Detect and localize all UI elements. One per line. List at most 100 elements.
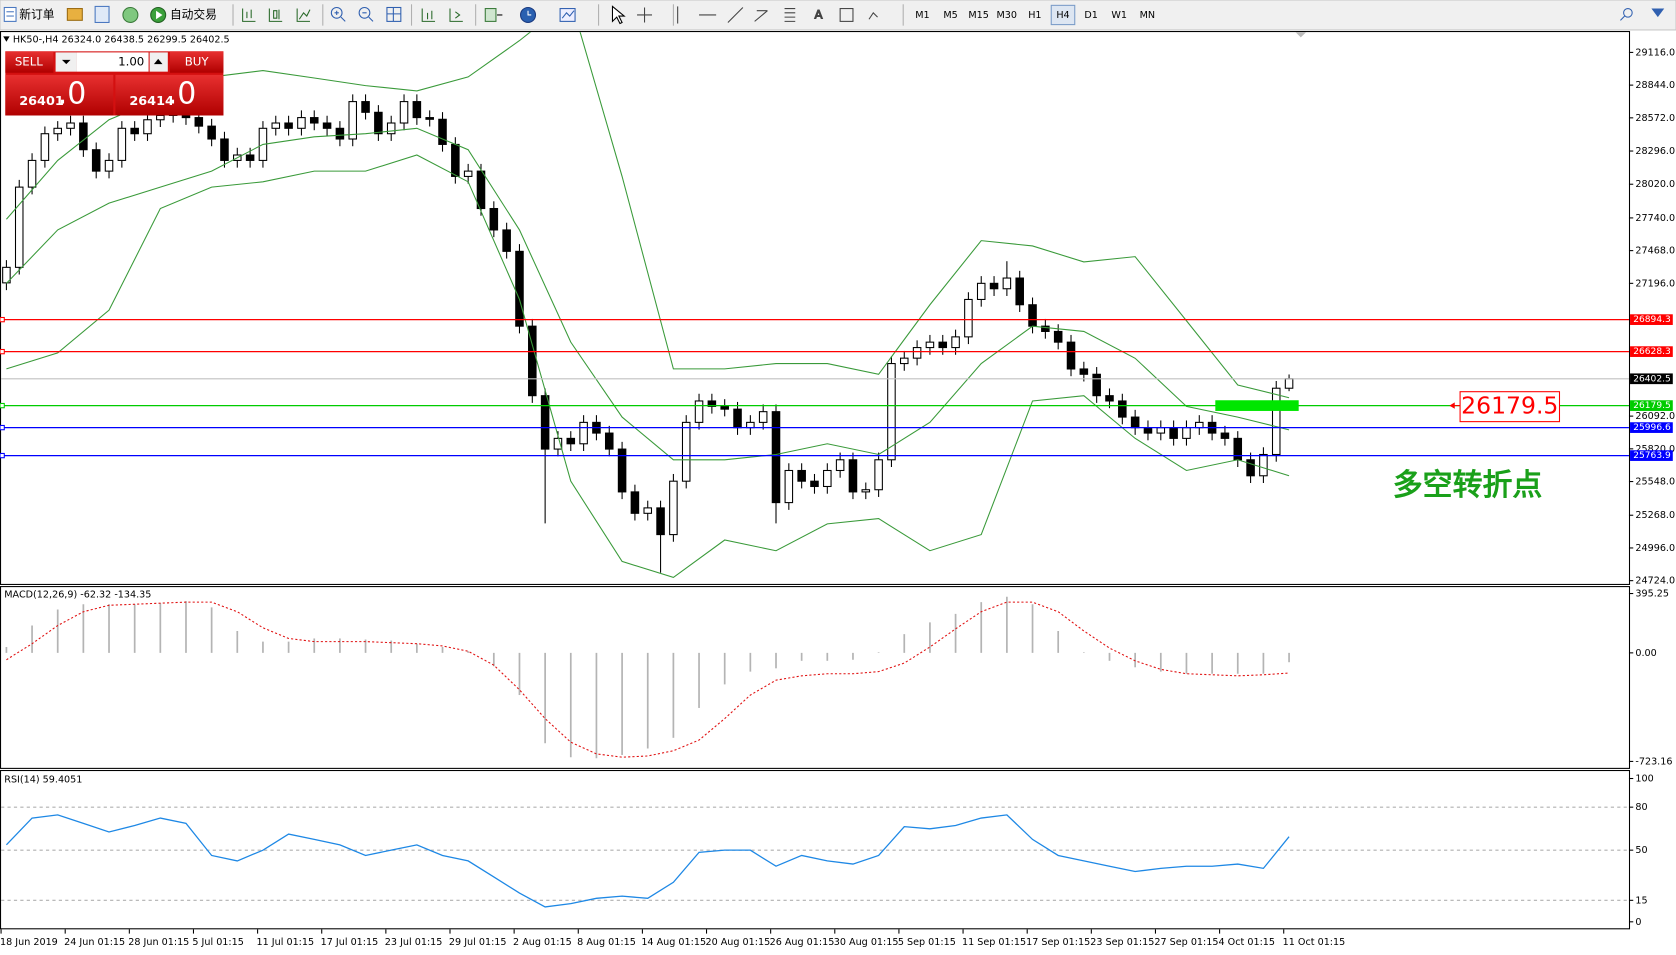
candle-body bbox=[40, 133, 50, 161]
candle-body bbox=[976, 282, 986, 300]
y-tick-label: -723.16 bbox=[1635, 756, 1672, 767]
band-lower bbox=[6, 154, 1290, 579]
timeframe-button[interactable]: M15 bbox=[968, 10, 989, 21]
lot-input[interactable] bbox=[76, 52, 149, 72]
candle-body bbox=[874, 459, 883, 491]
timeframe-button[interactable]: D1 bbox=[1084, 10, 1098, 21]
settings-icon[interactable] bbox=[1651, 8, 1665, 18]
candle-body bbox=[566, 437, 576, 445]
level-tag bbox=[1630, 400, 1673, 411]
scroll-icons[interactable] bbox=[421, 8, 463, 22]
lot-dropdown[interactable] bbox=[55, 52, 77, 72]
sell-button[interactable]: SELL bbox=[5, 51, 54, 73]
icon[interactable] bbox=[94, 5, 110, 23]
candle-body bbox=[117, 127, 127, 161]
zoom-icons[interactable] bbox=[330, 6, 402, 22]
search-icon[interactable] bbox=[1620, 8, 1633, 21]
macd-plot bbox=[5, 596, 1290, 759]
x-tick-label: 20 Aug 01:15 bbox=[705, 937, 770, 948]
candle-body bbox=[515, 250, 524, 327]
bid-box[interactable] bbox=[5, 74, 114, 116]
candle-body bbox=[297, 117, 306, 129]
header-close: 26402.5 bbox=[190, 35, 230, 46]
candle-body bbox=[540, 395, 550, 450]
x-tick-label: 27 Sep 01:15 bbox=[1154, 937, 1218, 948]
timeframe-button[interactable]: M1 bbox=[915, 10, 929, 21]
candle-body bbox=[66, 122, 75, 129]
candle-body bbox=[784, 469, 794, 504]
candle-body bbox=[91, 149, 101, 172]
rsi-name: RSI(14) bbox=[4, 775, 39, 786]
chart-type-icons[interactable] bbox=[242, 8, 311, 22]
level-handle bbox=[0, 402, 5, 409]
lot-spinner[interactable] bbox=[149, 52, 168, 72]
y-tick-label: 24996.0 bbox=[1635, 543, 1675, 554]
timeframe-button[interactable]: H1 bbox=[1028, 10, 1041, 21]
timeframe-button[interactable]: W1 bbox=[1111, 10, 1127, 21]
macd-signal bbox=[6, 601, 1290, 758]
candle-body bbox=[1092, 373, 1101, 397]
level-handle bbox=[0, 452, 5, 459]
candle-body bbox=[707, 400, 717, 407]
auto-trading-button[interactable]: 自动交易 bbox=[150, 6, 217, 23]
new-order-button[interactable]: 新订单 bbox=[3, 6, 55, 22]
candle-body bbox=[835, 459, 845, 472]
level-handle bbox=[0, 424, 5, 431]
candle-body bbox=[746, 421, 755, 429]
x-tick-label: 23 Jul 01:15 bbox=[385, 937, 443, 948]
candle-body bbox=[848, 459, 858, 493]
icon[interactable] bbox=[66, 8, 83, 21]
y-tick-label: 27468.0 bbox=[1635, 246, 1675, 257]
rsi-header: RSI(14) 59.4051 bbox=[4, 775, 82, 786]
candle-body bbox=[386, 122, 396, 135]
timeframe-button[interactable]: MN bbox=[1140, 10, 1155, 21]
y-tick-label: 28572.0 bbox=[1635, 113, 1675, 124]
candle-body bbox=[220, 138, 229, 161]
candle-body bbox=[1271, 387, 1281, 456]
icon[interactable] bbox=[122, 6, 139, 23]
candle-body bbox=[309, 117, 319, 124]
timeframe-button[interactable]: H4 bbox=[1056, 10, 1069, 21]
auto-trading-label: 自动交易 bbox=[170, 7, 217, 21]
candle-body bbox=[604, 432, 614, 450]
level-tag bbox=[1630, 422, 1673, 433]
buy-button[interactable]: BUY bbox=[169, 51, 224, 73]
highlight-bar bbox=[1215, 400, 1299, 411]
candle-body bbox=[53, 127, 62, 135]
candle-body bbox=[630, 491, 640, 514]
timeframe-button[interactable]: M5 bbox=[943, 10, 957, 21]
level-label: 26628.3 bbox=[1633, 347, 1671, 357]
candle-body bbox=[810, 480, 819, 488]
x-tick-label: 8 Aug 01:15 bbox=[577, 937, 636, 948]
rsi-value: 59.4051 bbox=[43, 775, 83, 786]
x-tick-label: 29 Jul 01:15 bbox=[449, 937, 507, 948]
callout-box bbox=[1459, 391, 1561, 423]
level-handle bbox=[0, 348, 5, 355]
candle-body bbox=[733, 408, 742, 429]
y-tick-label: 28020.0 bbox=[1635, 179, 1675, 190]
candle-body bbox=[758, 411, 768, 423]
x-tick-label: 17 Sep 01:15 bbox=[1026, 937, 1090, 948]
candle-body bbox=[912, 347, 922, 359]
ask-box[interactable] bbox=[115, 74, 224, 116]
candle-body bbox=[1015, 277, 1024, 306]
tool-icons[interactable]: A bbox=[484, 5, 878, 25]
current-price-label: 26402.5 bbox=[1633, 374, 1671, 384]
candle-body bbox=[399, 101, 409, 124]
sell-label: SELL bbox=[15, 55, 43, 69]
header-high: 26438.5 bbox=[104, 35, 144, 46]
candle-body bbox=[643, 507, 653, 514]
candle-body bbox=[656, 507, 665, 536]
candle-body bbox=[284, 122, 293, 129]
macd-name: MACD(12,26,9) bbox=[4, 590, 77, 601]
candle-body bbox=[1028, 304, 1037, 327]
candle-body bbox=[951, 336, 960, 349]
candle-body bbox=[451, 143, 460, 177]
bid-price: 26401 bbox=[19, 94, 64, 109]
candle-body bbox=[1105, 395, 1114, 402]
band-middle bbox=[6, 127, 1290, 461]
timeframe-button[interactable]: M30 bbox=[997, 10, 1018, 21]
candle-body bbox=[528, 325, 537, 397]
x-tick-label: 11 Jul 01:15 bbox=[257, 937, 315, 948]
